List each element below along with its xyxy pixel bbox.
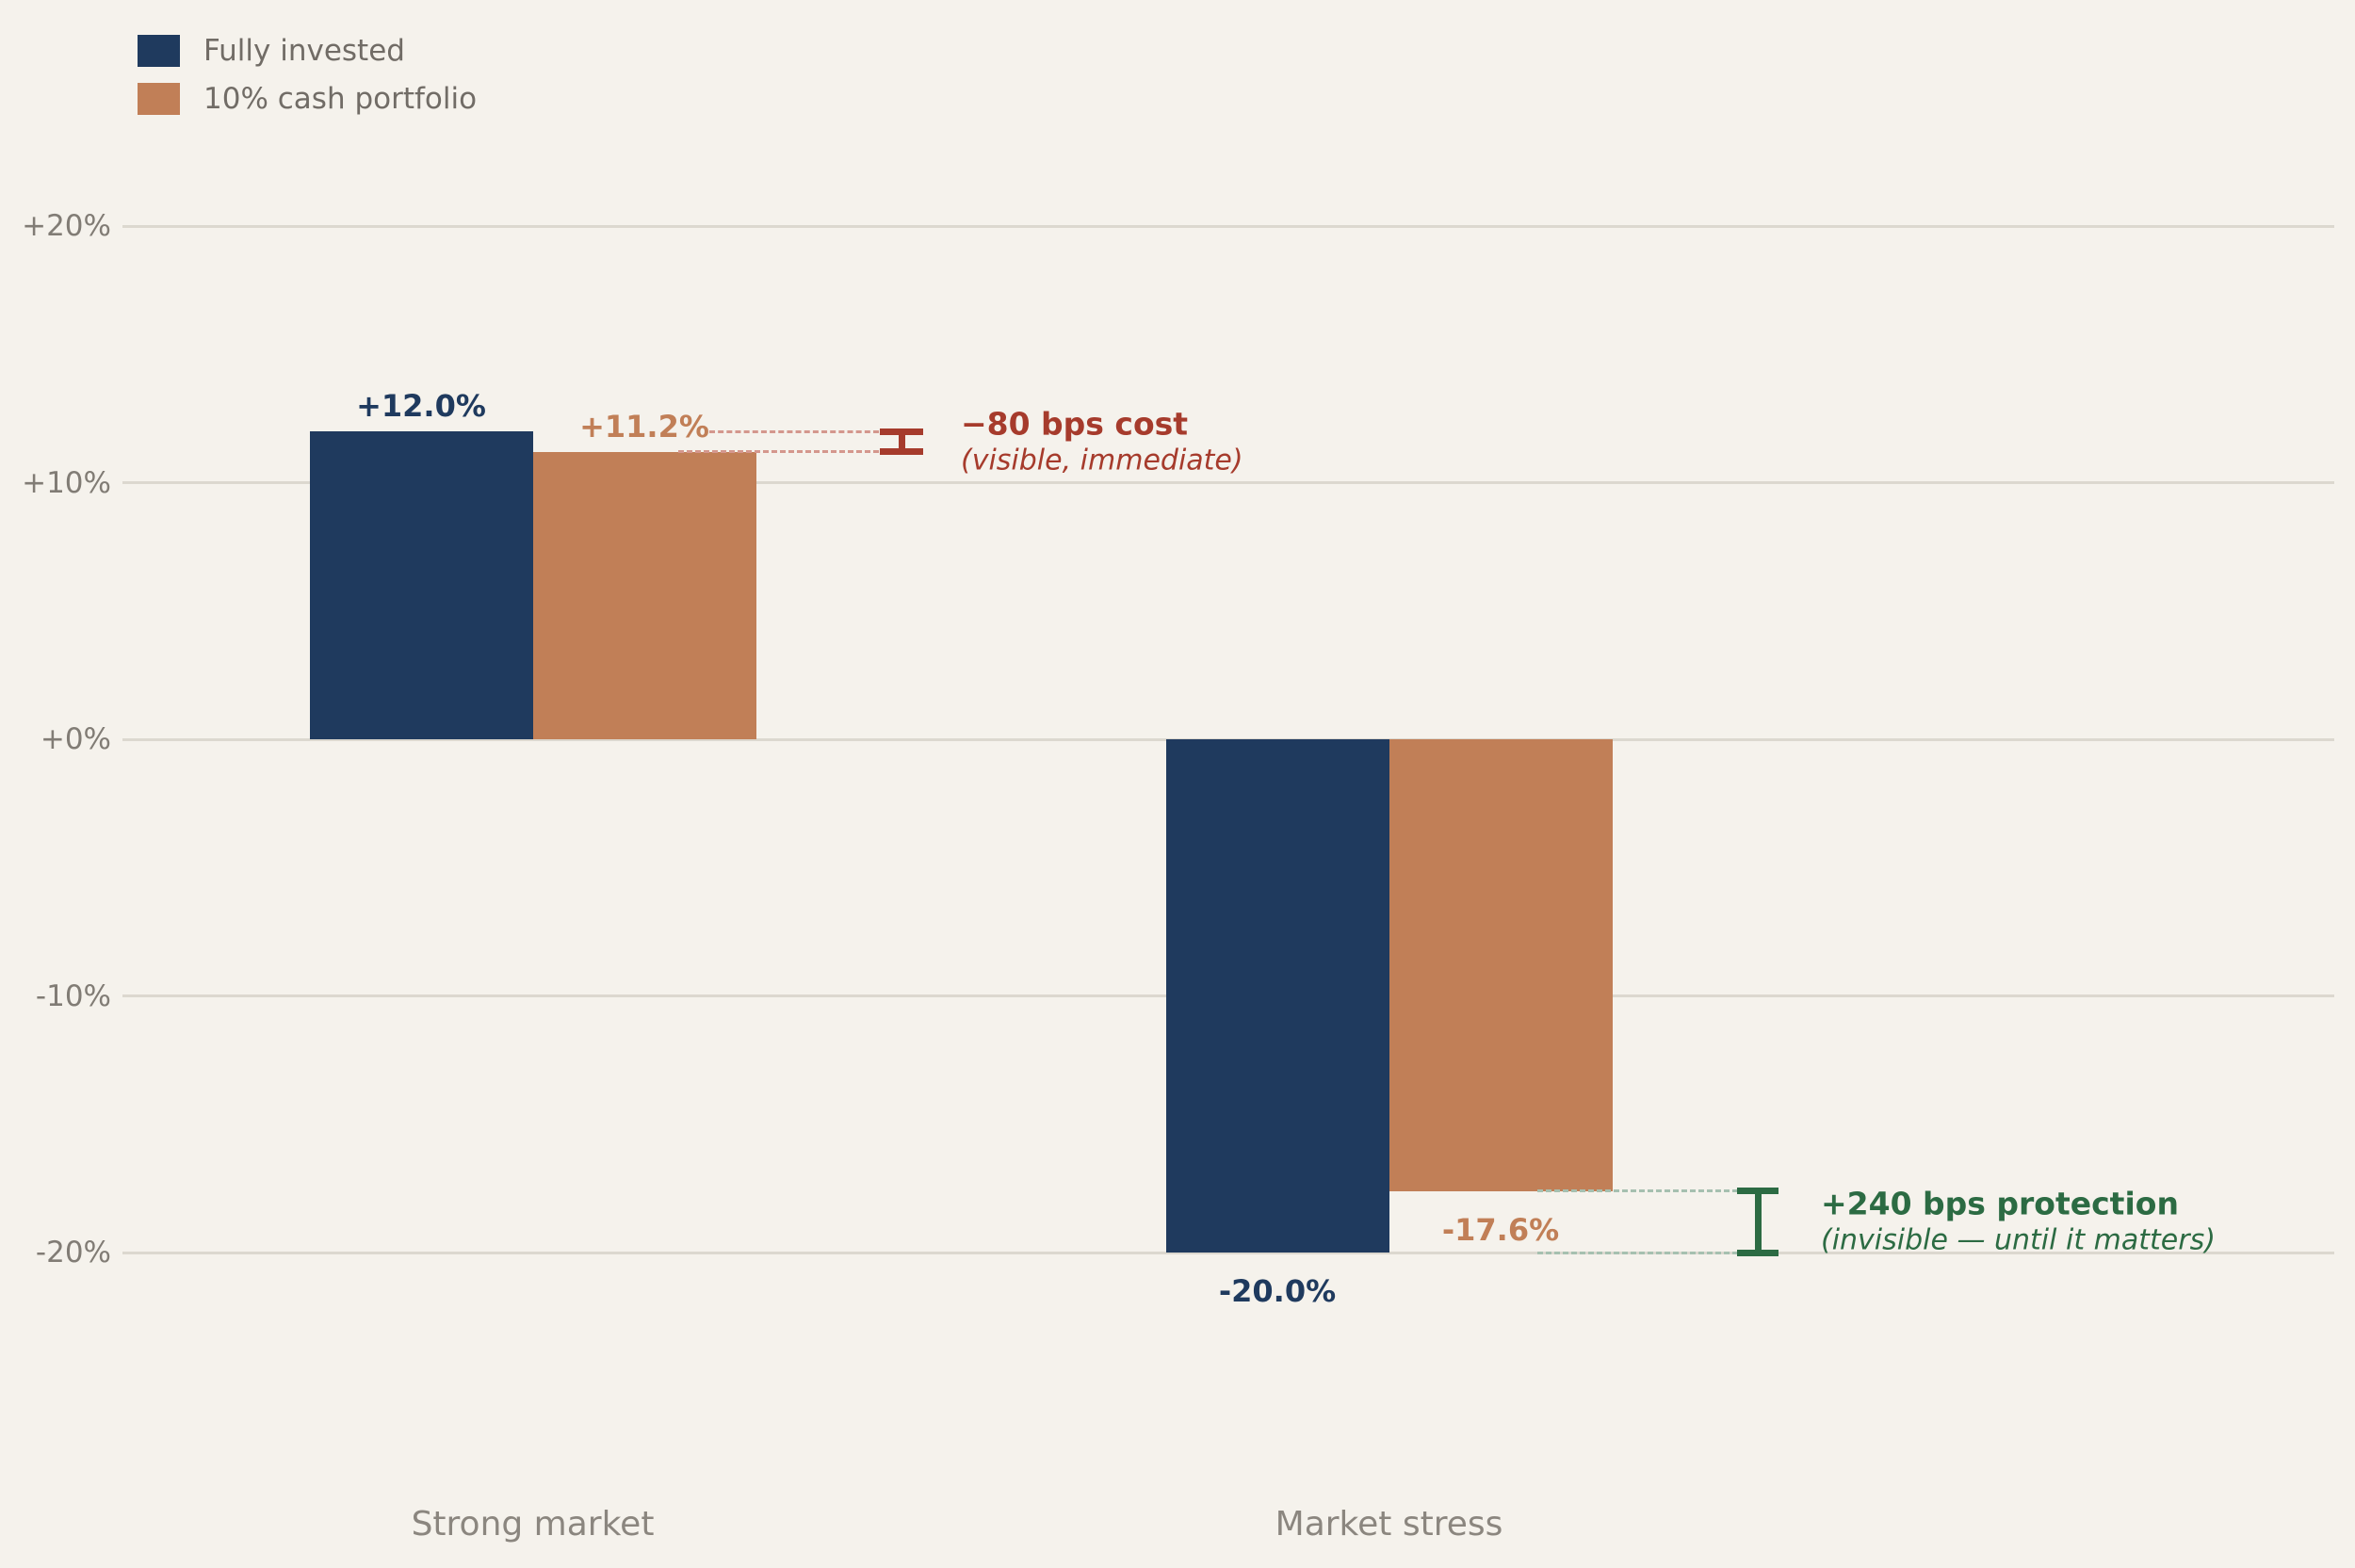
bar-value-label: -17.6%: [1441, 1211, 1560, 1248]
gridline-plus10: [122, 481, 2334, 484]
x-category-label-market-stress: Market stress: [1275, 1505, 1503, 1544]
dashed-leader-line: [678, 450, 879, 454]
error-bracket: [1754, 1190, 1762, 1253]
error-bracket-cap: [1737, 1188, 1778, 1195]
dashed-leader-line: [709, 429, 879, 433]
legend-swatch-10pct-cash: [138, 83, 180, 115]
annotation-title: −80 bps cost: [961, 405, 1189, 443]
error-bracket: [898, 431, 905, 452]
annotation-text-protection: +240 bps protection (invisible — until i…: [1821, 1186, 2216, 1258]
legend-label: Fully invested: [203, 34, 405, 68]
error-bracket-cap: [880, 448, 923, 456]
dashed-leader-line: [1537, 1251, 1738, 1254]
annotation-subtitle: (invisible — until it matters): [1821, 1223, 2216, 1257]
legend-item-10pct-cash: 10% cash portfolio: [138, 82, 477, 116]
bar-value-label: +12.0%: [356, 388, 486, 424]
bar-fully-invested-market-stress: [1165, 739, 1389, 1253]
bar-value-label: +11.2%: [579, 408, 709, 445]
legend-label: 10% cash portfolio: [203, 82, 478, 116]
y-tick-label: -10%: [35, 978, 111, 1013]
annotation-title: +240 bps protection: [1821, 1185, 2179, 1222]
x-category-label-strong-market: Strong market: [411, 1505, 655, 1544]
bar-10pct-cash-strong-market: [532, 451, 756, 739]
gridline-plus20: [122, 224, 2334, 228]
gridline-minus20: [122, 1251, 2334, 1254]
legend-item-fully-invested: Fully invested: [138, 34, 477, 68]
y-tick-label: +10%: [22, 465, 111, 500]
error-bracket-cap: [1737, 1249, 1778, 1256]
bar-value-label: -20.0%: [1218, 1273, 1337, 1309]
dashed-leader-line: [1537, 1189, 1738, 1193]
annotation-subtitle: (visible, immediate): [961, 444, 1243, 477]
bar-fully-invested-strong-market: [309, 431, 533, 739]
annotation-text-cost: −80 bps cost (visible, immediate): [961, 405, 1243, 477]
y-tick-label: +0%: [40, 722, 111, 756]
error-bracket-cap: [880, 428, 923, 435]
legend-swatch-fully-invested: [138, 35, 180, 67]
y-tick-label: -20%: [35, 1236, 111, 1269]
y-tick-label: +20%: [22, 209, 111, 243]
bar-10pct-cash-market-stress: [1389, 739, 1613, 1191]
legend: Fully invested 10% cash portfolio: [138, 34, 477, 116]
